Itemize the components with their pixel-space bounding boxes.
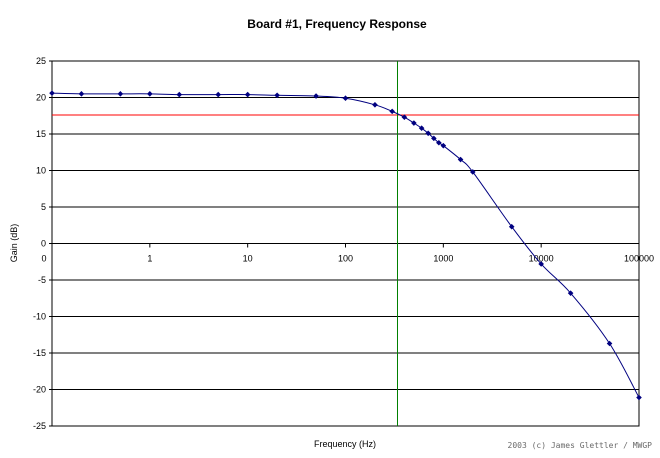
data-point bbox=[469, 169, 476, 175]
data-point bbox=[440, 142, 447, 149]
y-tick-label: 15 bbox=[36, 129, 46, 139]
copyright-credit: 2003 (c) James Glettler / MWGP bbox=[508, 441, 653, 450]
y-axis-label: Gain (dB) bbox=[9, 224, 19, 263]
y-tick-label: 10 bbox=[36, 166, 46, 176]
data-point bbox=[342, 95, 349, 102]
y-tick-label: 25 bbox=[36, 56, 46, 66]
data-point bbox=[401, 114, 408, 121]
y-tick-label: -10 bbox=[33, 312, 46, 322]
data-point bbox=[418, 125, 425, 131]
gridlines bbox=[52, 97, 639, 390]
data-point bbox=[508, 223, 515, 230]
y-tick-label: 5 bbox=[41, 202, 46, 212]
x-axis-tick-labels: 0 1 10 100 1000 10000 100000 bbox=[41, 243, 654, 264]
reference-lines bbox=[52, 61, 639, 426]
x-axis-label: Frequency (Hz) bbox=[314, 439, 376, 449]
data-point bbox=[274, 92, 280, 99]
response-curve bbox=[51, 92, 640, 398]
x-tick-label: 1 bbox=[147, 254, 152, 264]
x-tick-label: 100 bbox=[338, 254, 353, 264]
x-tick-label: 100000 bbox=[624, 254, 654, 264]
data-point bbox=[431, 135, 437, 142]
x-tick-label: 10 bbox=[243, 254, 253, 264]
y-tick-label: 20 bbox=[36, 93, 46, 103]
data-point bbox=[411, 120, 417, 126]
data-point bbox=[457, 156, 464, 163]
data-point bbox=[147, 91, 153, 97]
x-tick-label: 0 bbox=[41, 254, 46, 264]
data-point bbox=[372, 102, 378, 108]
data-point bbox=[215, 91, 222, 98]
data-point bbox=[244, 91, 251, 98]
data-point bbox=[389, 108, 395, 115]
y-tick-label: -5 bbox=[38, 275, 46, 285]
data-point bbox=[117, 91, 124, 97]
y-tick-label: -15 bbox=[33, 348, 46, 358]
data-point bbox=[425, 130, 431, 137]
data-point bbox=[176, 91, 183, 98]
x-tick-label: 10000 bbox=[529, 254, 554, 264]
data-point bbox=[636, 394, 642, 401]
data-point bbox=[49, 90, 55, 96]
data-point bbox=[567, 290, 574, 296]
data-point bbox=[606, 340, 613, 347]
data-point bbox=[436, 139, 442, 146]
y-tick-label: -20 bbox=[33, 385, 46, 395]
data-point bbox=[313, 93, 319, 99]
data-points bbox=[49, 90, 642, 401]
y-tick-label: 0 bbox=[41, 239, 46, 249]
y-axis-tick-labels: 25 20 15 10 5 0 -5 -10 -15 -20 -25 bbox=[33, 56, 52, 431]
x-tick-label: 1000 bbox=[433, 254, 453, 264]
data-point bbox=[538, 261, 544, 267]
chart-title: Board #1, Frequency Response bbox=[247, 17, 427, 31]
data-point bbox=[78, 91, 85, 97]
y-tick-label: -25 bbox=[33, 421, 46, 431]
